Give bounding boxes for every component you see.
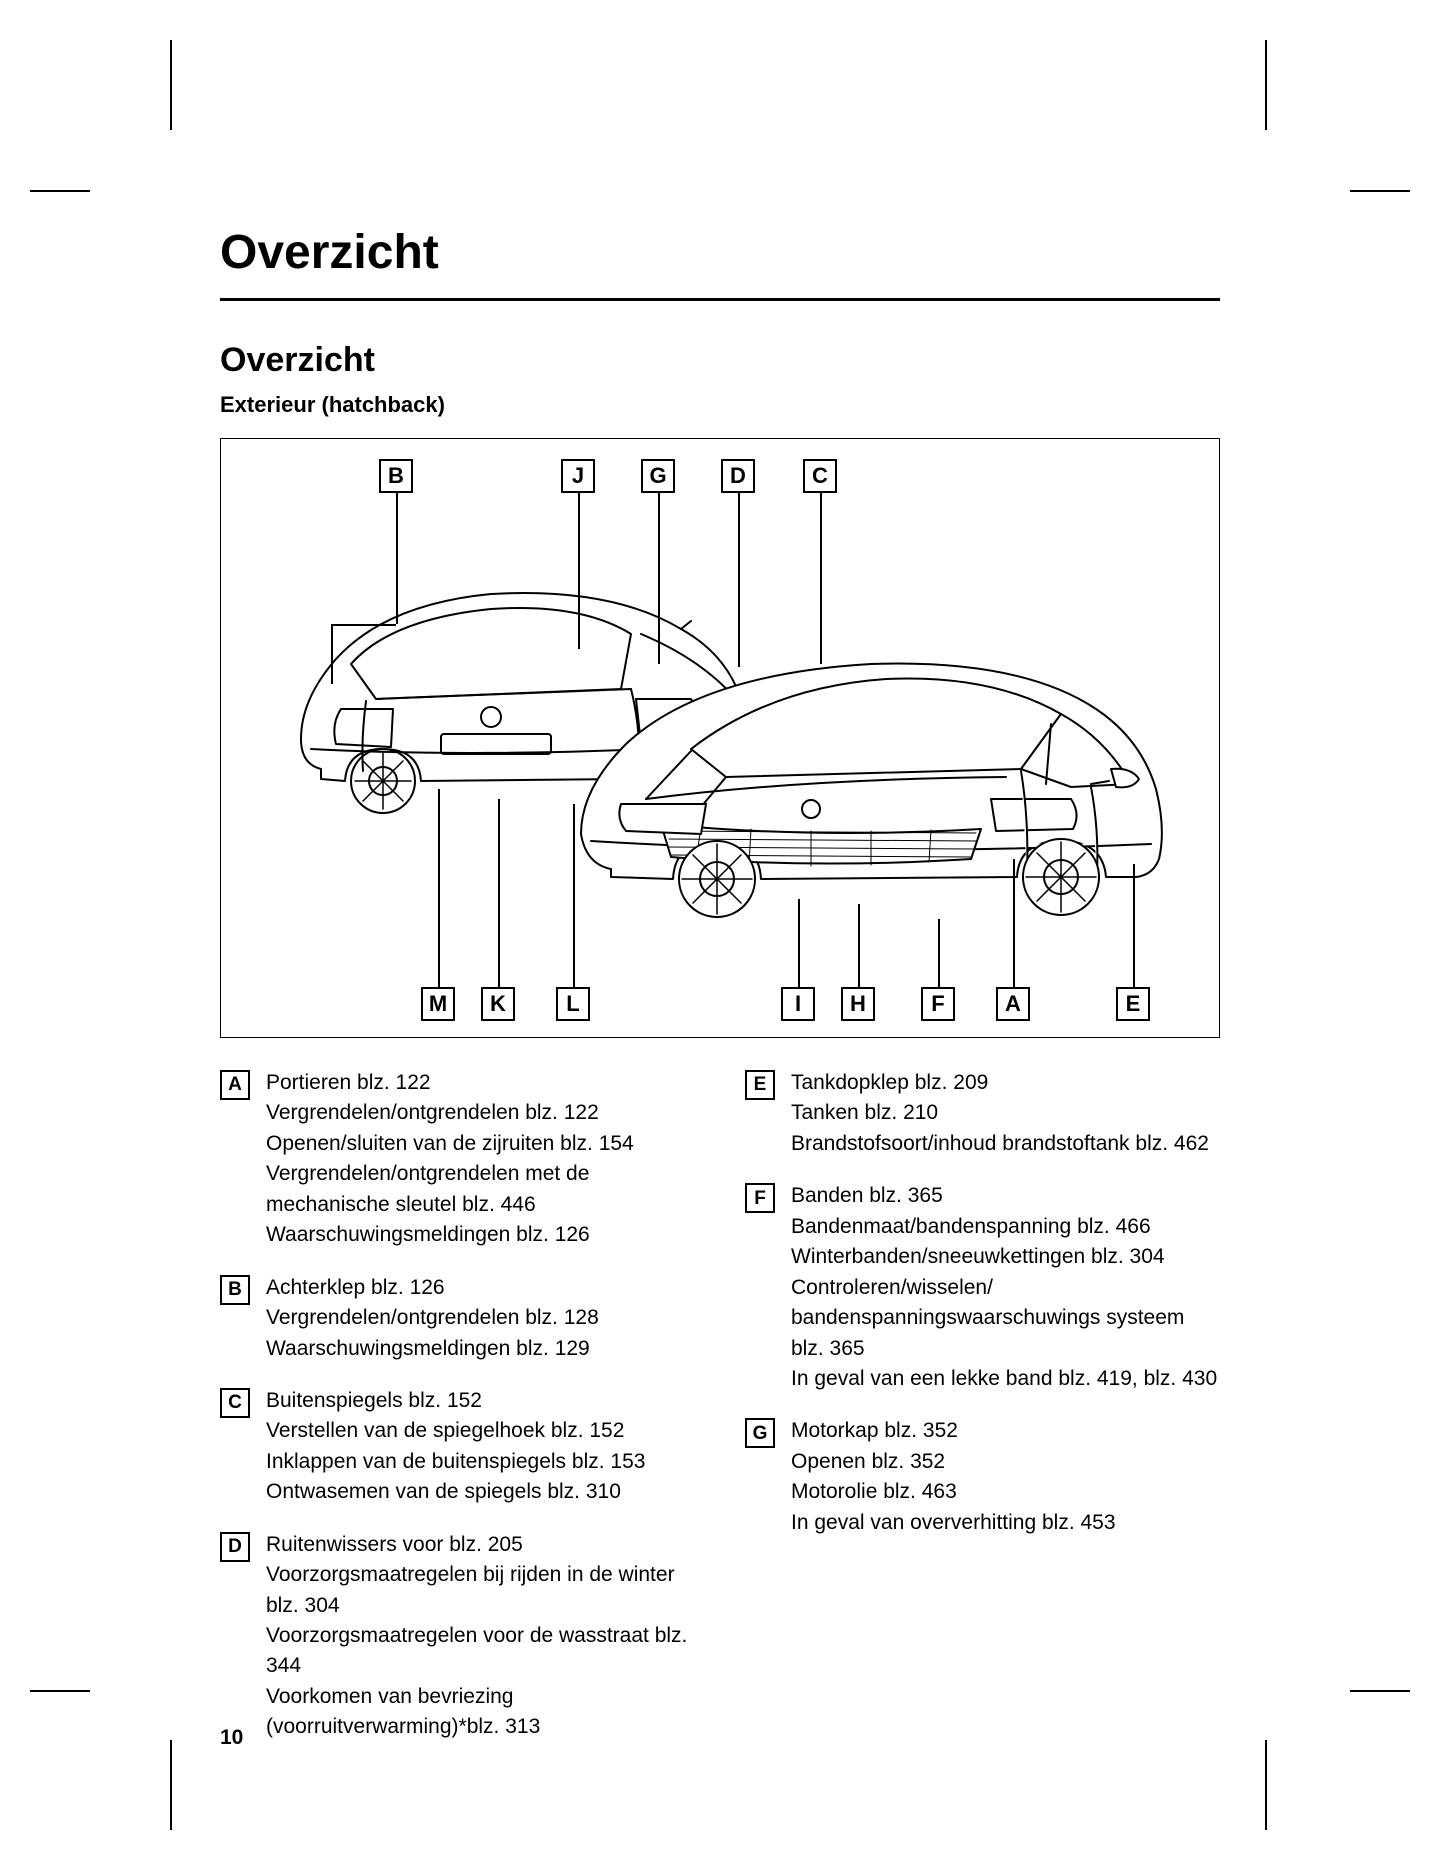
legend-entry-E: E Tankdopklep blz. 209Tanken blz. 210Bran… <box>745 1068 1220 1159</box>
leader-line <box>1133 864 1135 987</box>
callout-K: K <box>481 987 515 1021</box>
leader-line <box>578 493 580 649</box>
leader-line <box>1013 859 1015 987</box>
crop-mark <box>170 1740 172 1830</box>
legend-left-column: APortieren blz. 122Vergrendelen/ontgrend… <box>220 1068 695 1765</box>
legend-line: Brandstofsoort/inhoud brandstoftank blz.… <box>791 1129 1220 1159</box>
crop-mark <box>30 1690 90 1692</box>
legend-right-column: E Tankdopklep blz. 209Tanken blz. 210Bran… <box>745 1068 1220 1765</box>
legend-lines: Achterklep blz. 126Vergrendelen/ontgrend… <box>266 1273 695 1364</box>
legend-lines: Buitenspiegels blz. 152Verstellen van de… <box>266 1386 695 1508</box>
legend-key: A <box>220 1070 250 1100</box>
legend-entry-G: G Motorkap blz. 352Openen blz. 352Motorol… <box>745 1416 1220 1538</box>
legend-key: B <box>220 1275 250 1305</box>
legend-entry-C: C Buitenspiegels blz. 152Verstellen van d… <box>220 1386 695 1508</box>
leader-line <box>858 904 860 987</box>
car-front-illustration <box>551 619 1191 939</box>
legend-entry-D: DRuitenwissers voor blz. 205Voorzorgsmaa… <box>220 1530 695 1743</box>
legend-key: E <box>745 1070 775 1100</box>
leader-line <box>331 624 396 626</box>
legend-line: Verstellen van de spiegelhoek blz. 152 <box>266 1416 695 1446</box>
leader-line <box>438 789 440 987</box>
legend-lines: Tankdopklep blz. 209Tanken blz. 210Brand… <box>791 1068 1220 1159</box>
callout-F: F <box>921 987 955 1021</box>
callout-E: E <box>1116 987 1150 1021</box>
leader-line <box>658 493 660 664</box>
callout-M: M <box>421 987 455 1021</box>
legend-line: Inklappen van de buitenspiegels blz. 153 <box>266 1447 695 1477</box>
callout-B: B <box>379 459 413 493</box>
legend-line: Tanken blz. 210 <box>791 1098 1220 1128</box>
page-content: Overzicht Overzicht Exterieur (hatchback… <box>220 225 1220 1765</box>
legend-line: Motorkap blz. 352 <box>791 1416 1220 1446</box>
legend-line: In geval van oververhitting blz. 453 <box>791 1508 1220 1538</box>
legend-line: Buitenspiegels blz. 152 <box>266 1386 695 1416</box>
legend-line: Waarschuwingsmeldingen blz. 129 <box>266 1334 695 1364</box>
crop-mark <box>170 40 172 130</box>
legend-key: D <box>220 1532 250 1562</box>
leader-line <box>938 919 940 987</box>
crop-mark <box>1265 1740 1267 1830</box>
legend-line: Ontwasemen van de spiegels blz. 310 <box>266 1477 695 1507</box>
legend-lines: Banden blz. 365Bandenmaat/bandenspanning… <box>791 1181 1220 1394</box>
callout-I: I <box>781 987 815 1021</box>
section-title: Overzicht <box>220 341 1220 380</box>
legend-line: Vergrendelen/ontgrendelen blz. 122 <box>266 1098 695 1128</box>
callout-D: D <box>721 459 755 493</box>
callout-C: C <box>803 459 837 493</box>
exterior-diagram: B J G D C MK L IH F A E <box>220 438 1220 1038</box>
leader-line <box>331 624 333 684</box>
leader-line <box>820 493 822 664</box>
crop-mark <box>1265 40 1267 130</box>
legend-line: Openen/sluiten van de zijruiten blz. 154 <box>266 1129 695 1159</box>
legend-line: Voorzorgsmaatregelen voor de wasstraat b… <box>266 1621 695 1682</box>
legend-line: Ruitenwissers voor blz. 205 <box>266 1530 695 1560</box>
callout-J: J <box>561 459 595 493</box>
legend-line: Controleren/wisselen/ bandenspanningswaa… <box>791 1273 1220 1364</box>
leader-line <box>498 799 500 987</box>
legend-key: C <box>220 1388 250 1418</box>
legend-line: In geval van een lekke band blz. 419, bl… <box>791 1364 1220 1394</box>
callout-H: H <box>841 987 875 1021</box>
crop-mark <box>1350 1690 1410 1692</box>
legend-line: Tankdopklep blz. 209 <box>791 1068 1220 1098</box>
legend-line: Waarschuwingsmeldingen blz. 126 <box>266 1220 695 1250</box>
legend-line: Voorkomen van bevriezing (voorruitverwar… <box>266 1682 695 1743</box>
callout-G: G <box>641 459 675 493</box>
legend-key: F <box>745 1183 775 1213</box>
callout-A: A <box>996 987 1030 1021</box>
legend-lines: Ruitenwissers voor blz. 205Voorzorgsmaat… <box>266 1530 695 1743</box>
legend-line: Banden blz. 365 <box>791 1181 1220 1211</box>
legend-line: Bandenmaat/bandenspanning blz. 466 <box>791 1212 1220 1242</box>
legend-key: G <box>745 1418 775 1448</box>
legend-entry-A: APortieren blz. 122Vergrendelen/ontgrend… <box>220 1068 695 1251</box>
subtitle: Exterieur (hatchback) <box>220 392 1220 418</box>
legend-entry-F: F Banden blz. 365Bandenmaat/bandenspannin… <box>745 1181 1220 1394</box>
crop-mark <box>30 190 90 192</box>
crop-mark <box>1350 190 1410 192</box>
legend-lines: Portieren blz. 122Vergrendelen/ontgrende… <box>266 1068 695 1251</box>
legend-line: Vergrendelen/ontgrendelen met de mechani… <box>266 1159 695 1220</box>
leader-line <box>738 493 740 667</box>
leader-line <box>396 493 398 624</box>
legend-columns: APortieren blz. 122Vergrendelen/ontgrend… <box>220 1068 1220 1765</box>
legend-line: Winterbanden/sneeuwkettingen blz. 304 <box>791 1242 1220 1272</box>
title-rule <box>220 298 1220 301</box>
chapter-title: Overzicht <box>220 225 1220 280</box>
legend-lines: Motorkap blz. 352Openen blz. 352Motoroli… <box>791 1416 1220 1538</box>
legend-line: Voorzorgsmaatregelen bij rijden in de wi… <box>266 1560 695 1621</box>
legend-line: Vergrendelen/ontgrendelen blz. 128 <box>266 1303 695 1333</box>
legend-line: Portieren blz. 122 <box>266 1068 695 1098</box>
legend-line: Achterklep blz. 126 <box>266 1273 695 1303</box>
legend-line: Motorolie blz. 463 <box>791 1477 1220 1507</box>
legend-entry-B: B Achterklep blz. 126Vergrendelen/ontgren… <box>220 1273 695 1364</box>
page-number: 10 <box>220 1726 243 1750</box>
legend-line: Openen blz. 352 <box>791 1447 1220 1477</box>
leader-line <box>573 804 575 987</box>
callout-L: L <box>556 987 590 1021</box>
leader-line <box>798 899 800 987</box>
